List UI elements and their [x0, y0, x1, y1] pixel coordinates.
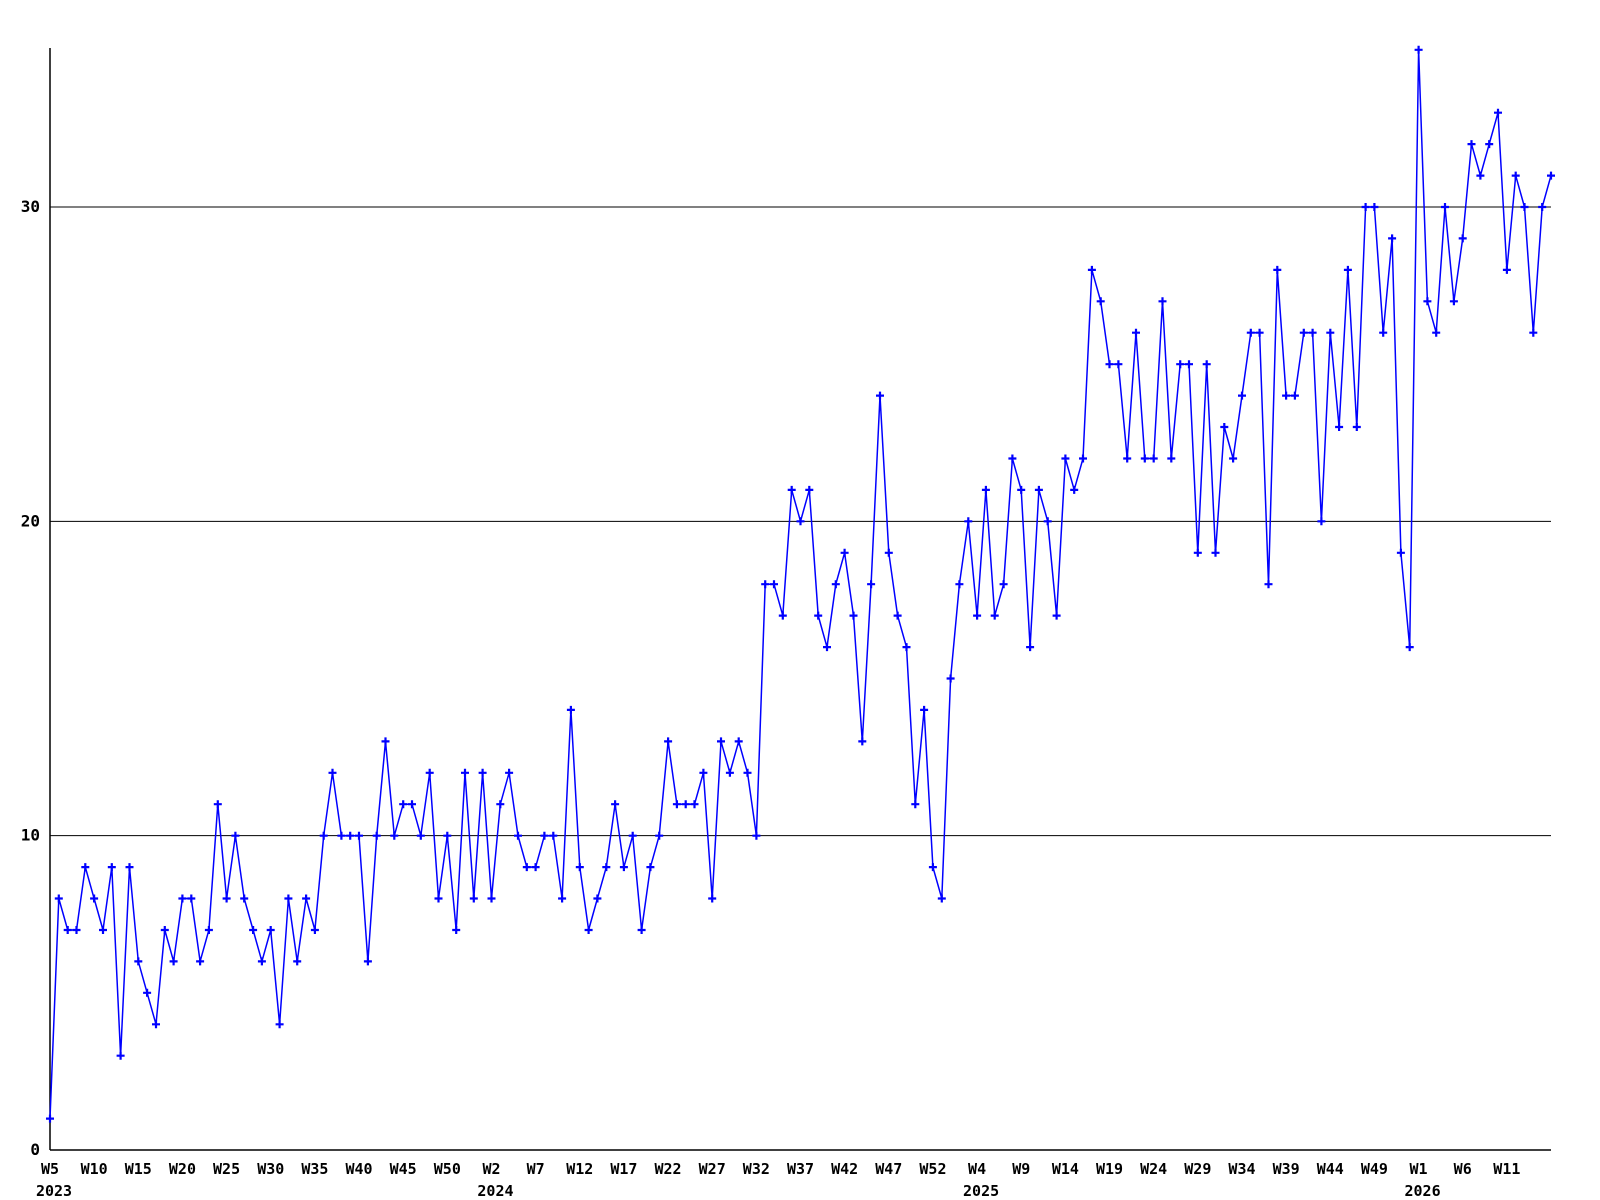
x-tick-label: W34 [1228, 1160, 1255, 1178]
x-tick-label: W20 [169, 1160, 196, 1178]
x-tick-label: W17 [610, 1160, 637, 1178]
x-tick-label: W6 [1454, 1160, 1472, 1178]
x-tick-label: W50 [434, 1160, 461, 1178]
y-tick-label: 30 [21, 197, 40, 216]
data-point-markers [46, 45, 1555, 1123]
y-tick-label: 20 [21, 511, 40, 530]
x-tick-label: W49 [1361, 1160, 1388, 1178]
x-tick-label: W12 [566, 1160, 593, 1178]
x-tick-label: W45 [390, 1160, 417, 1178]
x-tick-label: W1 [1410, 1160, 1428, 1178]
x-tick-label: W25 [213, 1160, 240, 1178]
x-tick-label: W7 [527, 1160, 545, 1178]
x-tick-label: W27 [699, 1160, 726, 1178]
x-tick-label: W19 [1096, 1160, 1123, 1178]
x-tick-label: W24 [1140, 1160, 1167, 1178]
x-tick-label: W52 [919, 1160, 946, 1178]
x-tick-label: W11 [1493, 1160, 1520, 1178]
y-tick-label: 0 [30, 1140, 40, 1159]
x-tick-label: W5 [41, 1160, 59, 1178]
x-tick-label: W22 [655, 1160, 682, 1178]
x-tick-label: W30 [257, 1160, 284, 1178]
x-tick-label: W14 [1052, 1160, 1079, 1178]
x-tick-label: W44 [1317, 1160, 1344, 1178]
x-tick-label: W4 [968, 1160, 986, 1178]
x-tick-label: W47 [875, 1160, 902, 1178]
y-tick-label: 10 [21, 826, 40, 845]
x-tick-label: W42 [831, 1160, 858, 1178]
year-label: 2026 [1404, 1182, 1440, 1200]
x-tick-label: W37 [787, 1160, 814, 1178]
x-tick-label: W15 [125, 1160, 152, 1178]
x-tick-label: W39 [1273, 1160, 1300, 1178]
x-tick-label: W29 [1184, 1160, 1211, 1178]
x-tick-label: W9 [1012, 1160, 1030, 1178]
year-label: 2023 [36, 1182, 72, 1200]
x-tick-label: W40 [345, 1160, 372, 1178]
x-tick-label: W35 [301, 1160, 328, 1178]
x-tick-label: W32 [743, 1160, 770, 1178]
year-label: 2024 [477, 1182, 513, 1200]
data-series-line [49, 49, 1552, 1119]
year-label: 2025 [963, 1182, 999, 1200]
x-tick-label: W2 [482, 1160, 500, 1178]
x-tick-label: W10 [81, 1160, 108, 1178]
